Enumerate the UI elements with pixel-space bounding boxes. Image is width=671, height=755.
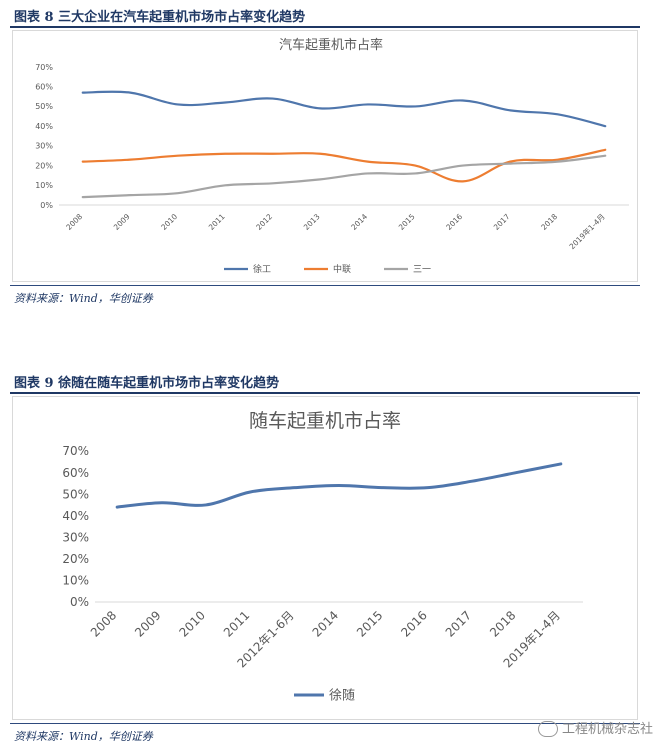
chart-1-y-tick-label: 0% <box>40 201 53 210</box>
chart-1-y-tick-label: 40% <box>35 122 53 131</box>
chart-1-x-tick-label: 2008 <box>64 212 84 232</box>
watermark-text: 工程机械杂志社 <box>561 721 653 737</box>
chart-1-legend-item: 中联 <box>304 263 351 275</box>
chart-1-x-tick-label: 2019年1-4月 <box>567 211 607 251</box>
figure-8-top-rule <box>10 26 640 28</box>
figure-9-title: 图表 9 徐随在随车起重机市场市占率变化趋势 <box>14 376 280 391</box>
chart-1-y-tick-label: 20% <box>35 161 53 170</box>
chart-1-title: 汽车起重机市占率 <box>279 37 383 53</box>
chart-2-x-tick-label: 2017 <box>443 608 474 639</box>
figure-8-source: 资料来源：Wind，华创证券 <box>14 292 153 305</box>
chart-2-y-tick-label: 0% <box>70 595 89 609</box>
chart-1-frame: 汽车起重机市占率 0% 10% 20% 30% 40% 50% 60% 70% 2008 2009 2… <box>12 30 638 282</box>
chart-1-legend-item: 三一 <box>384 265 431 275</box>
chart-1-x-tick-label: 2013 <box>302 212 322 232</box>
chart-1-x-tick-label: 2011 <box>207 212 227 232</box>
chart-2-frame: 随车起重机市占率 0% 10% 20% 30% 40% 50% 60% 70% 2008 2009 2… <box>12 396 638 720</box>
chart-1-legend-label: 徐工 <box>253 263 271 275</box>
chart-2-series-line-0 <box>115 462 563 509</box>
chart-2-y-tick-label: 50% <box>62 487 89 501</box>
chart-2-legend-item: 徐随 <box>294 689 355 704</box>
chart-2-title: 随车起重机市占率 <box>249 410 401 432</box>
chart-2-x-tick-label: 2010 <box>177 608 208 639</box>
chart-2-x-tick-label: 2008 <box>88 608 119 639</box>
figure-9-source: 资料来源：Wind，华创证券 <box>14 730 153 743</box>
chart-1-y-tick-label: 50% <box>35 102 53 111</box>
chart-1-legend-item: 徐工 <box>224 263 271 275</box>
chart-2-x-tick-label: 2016 <box>398 608 429 639</box>
chart-2-y-tick-label: 20% <box>62 552 89 566</box>
chart-1-series-line-0 <box>81 90 607 128</box>
figure-8-title: 图表 8 三大企业在汽车起重机市场市占率变化趋势 <box>14 10 306 25</box>
chart-1-x-tick-label: 2014 <box>349 212 369 232</box>
chart-1-legend-label: 三一 <box>413 265 431 275</box>
chart-2-x-tick-label: 2014 <box>310 608 341 639</box>
chart-2-x-tick-label: 2009 <box>132 608 163 639</box>
chart-2-y-tick-label: 30% <box>62 530 89 544</box>
chart-1-series-line-2 <box>81 154 607 199</box>
chart-2-y-tick-label: 40% <box>62 509 89 523</box>
chart-1-x-tick-label: 2016 <box>444 212 464 232</box>
chart-1-series-line-1 <box>81 148 607 183</box>
chart-2-y-tick-label: 60% <box>62 466 89 480</box>
chart-2-x-tick-label: 2011 <box>221 608 252 639</box>
chart-1: 汽车起重机市占率 0% 10% 20% 30% 40% 50% 60% 70% 2008 2009 2… <box>35 37 629 275</box>
figure-9-bottom-rule <box>10 723 640 724</box>
chart-1-x-tick-label: 2017 <box>492 212 512 232</box>
chart-1-x-tick-label: 2015 <box>397 212 417 232</box>
chart-1-y-tick-label: 60% <box>35 83 53 92</box>
chart-1-y-tick-label: 70% <box>35 63 53 72</box>
chart-1-x-tick-label: 2018 <box>539 212 559 232</box>
chart-2: 随车起重机市占率 0% 10% 20% 30% 40% 50% 60% 70% 2008 2009 2… <box>62 410 583 704</box>
chart-2-legend-label: 徐随 <box>329 689 355 704</box>
watermark: 工程机械杂志社 <box>537 718 653 737</box>
figure-8-bottom-rule <box>10 285 640 286</box>
chart-2-y-tick-label: 70% <box>62 444 89 458</box>
chart-1-x-tick-label: 2012 <box>254 212 274 232</box>
figure-9-top-rule <box>10 392 640 394</box>
chart-2-x-tick-label: 2018 <box>487 608 518 639</box>
chart-1-legend-label: 中联 <box>333 263 351 275</box>
chart-1-y-tick-label: 10% <box>35 181 53 190</box>
chart-1-y-tick-label: 30% <box>35 142 53 151</box>
chart-1-x-tick-label: 2010 <box>159 212 179 232</box>
chart-1-x-tick-label: 2009 <box>112 212 132 232</box>
chart-2-y-tick-label: 10% <box>62 574 89 588</box>
chart-2-x-tick-label: 2015 <box>354 608 385 639</box>
wechat-icon <box>537 721 558 737</box>
